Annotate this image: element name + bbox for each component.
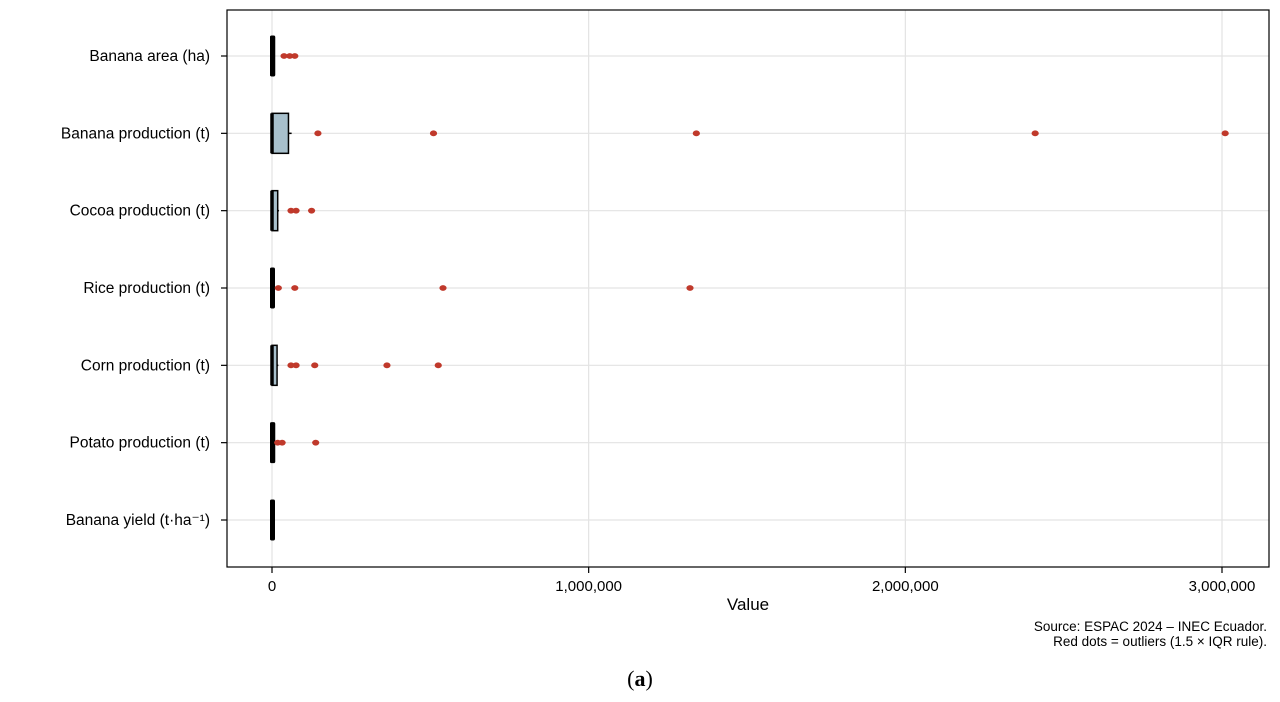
outlier-point (686, 285, 694, 291)
category-label: Corn production (t) (81, 357, 210, 374)
outlier-point (286, 53, 294, 59)
outlier-note: Red dots = outliers (1.5 × IQR rule). (1053, 634, 1267, 649)
panel-letter: a (634, 666, 646, 691)
category-label: Banana production (t) (61, 125, 210, 142)
category-label: Banana yield (t·ha⁻¹) (66, 512, 210, 529)
outlier-point (1221, 130, 1229, 137)
outlier-point (312, 439, 320, 446)
box (271, 112, 290, 155)
outlier-point (311, 362, 319, 369)
outlier-point (314, 130, 322, 137)
x-axis-title: Value (727, 595, 769, 614)
outlier-point (287, 207, 295, 214)
category-label: Cocoa production (t) (70, 203, 210, 220)
outlier-point (274, 285, 282, 291)
outlier-point (287, 362, 295, 369)
x-tick-label: 1,000,000 (555, 578, 622, 595)
outlier-point (278, 439, 286, 446)
outlier-point (692, 130, 700, 137)
x-tick-label: 2,000,000 (872, 578, 939, 595)
outlier-point (280, 53, 288, 59)
x-tick-label: 0 (268, 578, 276, 595)
outlier-point (292, 207, 300, 214)
outlier-point (307, 207, 316, 214)
outlier-point (429, 130, 438, 137)
panel-label: (a) (627, 666, 653, 691)
outlier-point (291, 53, 299, 59)
outlier-point (291, 285, 299, 291)
x-tick-label: 3,000,000 (1189, 578, 1256, 595)
category-label: Rice production (t) (83, 280, 210, 297)
outlier-point (292, 362, 300, 369)
outlier-point (439, 285, 447, 291)
source-note: Source: ESPAC 2024 – INEC Ecuador. (1033, 619, 1267, 634)
outlier-point (434, 362, 442, 369)
outlier-point (1031, 130, 1039, 137)
category-label: Potato production (t) (70, 435, 210, 452)
outlier-point (383, 362, 391, 369)
category-label: Banana area (ha) (89, 48, 210, 65)
